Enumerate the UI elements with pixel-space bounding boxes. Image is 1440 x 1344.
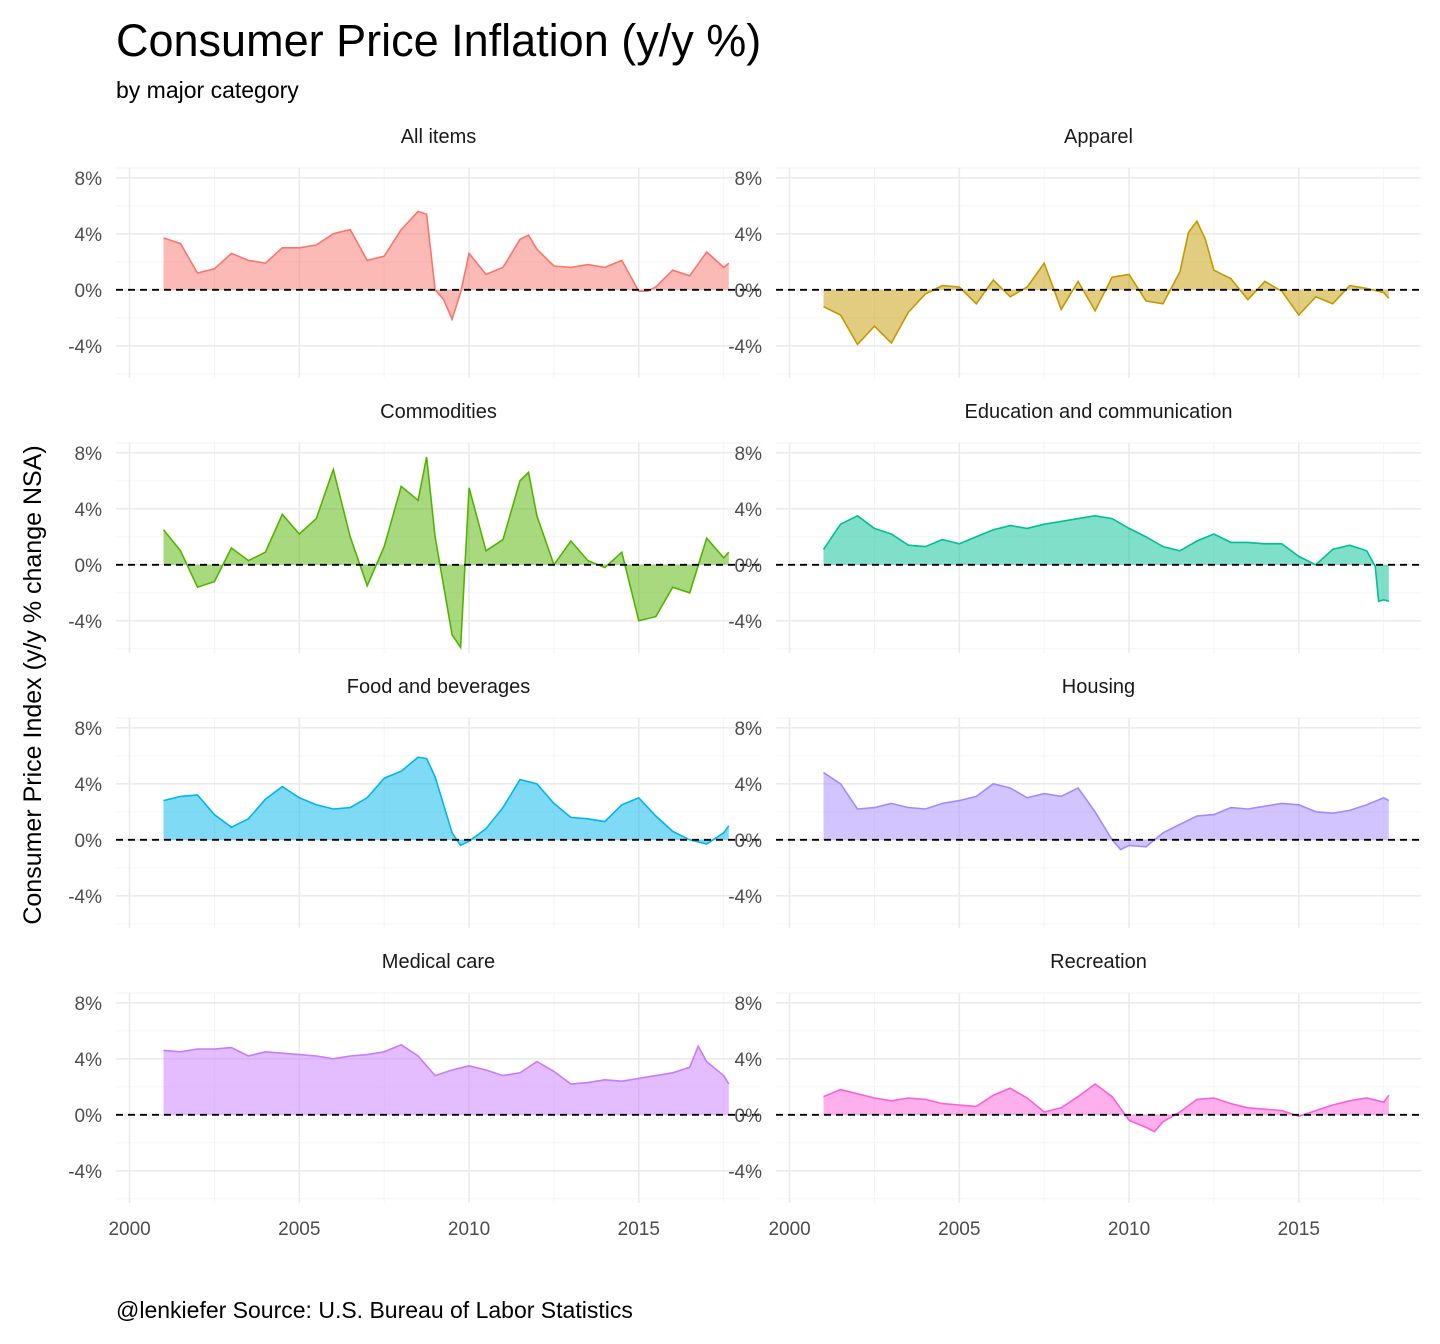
- line-food-and-beverages: [163, 756, 730, 847]
- area-housing: [823, 772, 1389, 850]
- chart-title: Consumer Price Inflation (y/y %): [116, 15, 761, 66]
- y-axis-label: Consumer Price Index (y/y % change NSA): [19, 445, 47, 924]
- area-all-items: [163, 211, 729, 320]
- panel-education-and-communication: Education and communication -4% 0% 4% 8%: [728, 401, 1421, 653]
- y-tick-label: 8%: [735, 719, 763, 740]
- y-tick-label: 8%: [75, 719, 103, 740]
- y-tick-label: -4%: [68, 887, 102, 908]
- x-tick-label: 2000: [108, 1219, 150, 1240]
- y-tick-label: 8%: [75, 994, 103, 1015]
- y-tick-label: 0%: [75, 831, 103, 852]
- panel-recreation: Recreation -4% 0% 4% 8% 2000 2005 2010 2015: [728, 951, 1421, 1240]
- y-tick-label: -4%: [728, 1162, 762, 1183]
- y-tick-label: 0%: [735, 556, 763, 577]
- panel-commodities: Commodities -4% 0% 4% 8%: [68, 401, 761, 653]
- chart-subtitle: by major category: [116, 77, 299, 103]
- facet-panels: All items-4%0%4%8%Apparel-4%0%4%8%Commod…: [68, 126, 1421, 1240]
- panel-medical-care: Medical care -4% 0% 4% 8% 2000 2005 2010 2015: [68, 951, 761, 1240]
- y-tick-label: 4%: [735, 225, 763, 246]
- y-tick-label: 4%: [735, 775, 763, 796]
- area-commodities: [163, 457, 729, 648]
- y-tick-label: -4%: [68, 612, 102, 633]
- y-tick-label: 0%: [735, 1106, 763, 1127]
- y-tick-label: 8%: [75, 444, 103, 465]
- x-tick-label: 2005: [938, 1219, 980, 1240]
- y-tick-label: -4%: [68, 337, 102, 358]
- y-tick-label: 0%: [75, 281, 103, 302]
- panel-title-commodities: Commodities: [380, 401, 497, 423]
- panel-apparel: Apparel -4% 0% 4% 8%: [728, 126, 1421, 378]
- y-tick-label: -4%: [68, 1162, 102, 1183]
- panel-title-education-and-communication: Education and communication: [965, 401, 1233, 423]
- panel-housing: Housing -4% 0% 4% 8%: [728, 676, 1421, 928]
- line-all-items: [163, 210, 730, 322]
- y-tick-label: 4%: [735, 500, 763, 521]
- panel-title-apparel: Apparel: [1064, 126, 1133, 148]
- y-tick-label: 8%: [75, 169, 103, 190]
- x-tick-label: 2015: [618, 1219, 660, 1240]
- y-tick-label: 0%: [75, 1106, 103, 1127]
- y-tick-label: -4%: [728, 337, 762, 358]
- y-tick-label: 0%: [75, 556, 103, 577]
- line-recreation: [823, 1083, 1390, 1133]
- panel-all-items: All items -4% 0% 4% 8%: [68, 126, 761, 378]
- line-commodities: [162, 456, 730, 650]
- y-tick-label: -4%: [728, 887, 762, 908]
- panel-food-and-beverages: Food and beverages -4% 0% 4% 8%: [68, 676, 761, 928]
- area-education-and-communication: [823, 515, 1389, 602]
- y-tick-label: 4%: [75, 225, 103, 246]
- chart-caption: @lenkiefer Source: U.S. Bureau of Labor …: [116, 1297, 633, 1323]
- y-tick-label: 8%: [735, 444, 763, 465]
- panel-title-housing: Housing: [1062, 676, 1135, 698]
- panel-title-food-and-beverages: Food and beverages: [347, 676, 530, 698]
- y-tick-label: 4%: [75, 775, 103, 796]
- panel-title-all-items: All items: [401, 126, 477, 148]
- x-tick-label: 2010: [448, 1219, 490, 1240]
- area-apparel: [823, 221, 1389, 345]
- y-tick-label: 4%: [735, 1050, 763, 1071]
- line-housing: [823, 771, 1390, 851]
- area-recreation: [823, 1084, 1389, 1132]
- line-education-and-communication: [822, 514, 1390, 603]
- y-tick-label: 4%: [75, 1050, 103, 1071]
- y-tick-label: 0%: [735, 281, 763, 302]
- panel-title-medical-care: Medical care: [382, 951, 495, 973]
- area-medical-care: [163, 1044, 729, 1115]
- y-tick-label: -4%: [728, 612, 762, 633]
- y-tick-label: 4%: [75, 500, 103, 521]
- line-medical-care: [163, 1043, 730, 1085]
- x-tick-label: 2005: [278, 1219, 320, 1240]
- area-food-and-beverages: [163, 757, 729, 846]
- y-tick-label: 8%: [735, 994, 763, 1015]
- x-tick-label: 2010: [1108, 1219, 1150, 1240]
- x-tick-label: 2015: [1278, 1219, 1320, 1240]
- line-apparel: [823, 219, 1390, 346]
- panel-title-recreation: Recreation: [1050, 951, 1147, 973]
- x-tick-label: 2000: [768, 1219, 810, 1240]
- y-tick-label: 8%: [735, 169, 763, 190]
- y-tick-label: 0%: [735, 831, 763, 852]
